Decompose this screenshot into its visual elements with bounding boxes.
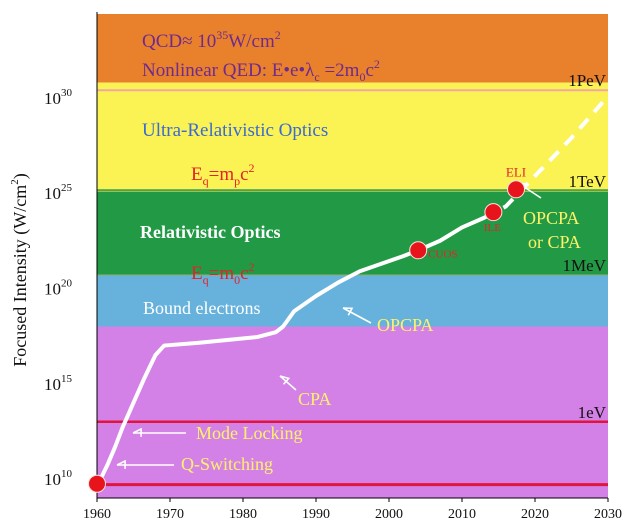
y-axis-title-main: Focused Intensity (W/cm — [10, 185, 31, 367]
y-tick-mantissa: 10 — [44, 470, 61, 489]
cpa-label: CPA — [298, 389, 331, 409]
y-tick-exponent: 15 — [61, 373, 73, 385]
eq-electron: Eq=m0c2 — [191, 260, 255, 287]
points-layer — [88, 180, 526, 493]
x-tick-label: 2000 — [375, 507, 403, 522]
x-tick-label: 2010 — [448, 507, 476, 522]
opcpa-label: OPCPA — [377, 315, 433, 335]
y-axis-title-close: ) — [10, 173, 31, 179]
q-switching-arrow-head — [116, 459, 126, 469]
qed-text: Nonlinear QED: E•e•λc =2m0c2 — [142, 57, 380, 84]
y-tick-mantissa: 10 — [44, 279, 61, 298]
series-layer — [98, 96, 609, 481]
eq-proton: Eq=mpc2 — [191, 161, 255, 188]
x-tick-label: 2020 — [521, 507, 549, 522]
y-axis-title: Focused Intensity (W/cm2) — [9, 173, 31, 366]
energy-label: 1MeV — [563, 256, 607, 275]
annotations: QCD≈ 1035W/cm2 Nonlinear QED: E•e•λc =2m0… — [116, 28, 581, 474]
y-tick-label: 1015 — [44, 373, 73, 394]
point-labels: CUOS ILE ELI — [428, 164, 526, 260]
relativistic-label: Relativistic Optics — [140, 222, 280, 242]
x-tick-label: 1990 — [302, 507, 330, 522]
intensity-line — [98, 215, 486, 481]
y-tick-exponent: 25 — [61, 182, 73, 194]
intensity-regions — [97, 14, 608, 498]
y-tick-label: 1010 — [44, 468, 73, 489]
y-tick-mantissa: 10 — [44, 89, 61, 108]
x-tick-label: 1980 — [229, 507, 257, 522]
q-switching-label: Q-Switching — [181, 454, 273, 474]
axes: 1960 1970 1980 1990 2000 2010 2020 203010101015… — [9, 12, 622, 522]
bound-electrons-label: Bound electrons — [143, 298, 260, 318]
region-band — [97, 326, 608, 498]
mode-locking-arrow-head — [132, 427, 142, 437]
opcpa-or-cpa-line2: or CPA — [528, 232, 581, 252]
y-tick-mantissa: 10 — [44, 184, 61, 203]
qcd-text: QCD≈ 1035W/cm2 — [142, 28, 281, 52]
region-band — [97, 189, 608, 276]
energy-label: 1TeV — [568, 172, 606, 191]
y-tick-mantissa: 10 — [44, 375, 61, 394]
y-tick-label: 1030 — [44, 87, 73, 108]
energy-lines: 1PeV 1TeV 1MeV 1eV — [97, 71, 608, 487]
x-tick-label: 2030 — [594, 507, 622, 522]
point-ile — [484, 203, 503, 222]
ultra-relativistic-label: Ultra-Relativistic Optics — [142, 120, 328, 141]
mode-locking-label: Mode Locking — [196, 423, 302, 443]
opcpa-or-cpa-line1: OPCPA — [523, 208, 579, 228]
y-tick-exponent: 30 — [61, 87, 73, 99]
x-tick-label: 1960 — [83, 507, 111, 522]
cpa-arrow-head — [279, 375, 291, 385]
y-tick-label: 1025 — [44, 182, 73, 203]
y-tick-exponent: 20 — [61, 277, 73, 289]
point-eli — [507, 180, 526, 199]
y-tick-exponent: 10 — [61, 468, 73, 480]
energy-label: 1PeV — [568, 71, 607, 90]
region-band — [97, 275, 608, 327]
point-label-cuos: CUOS — [428, 248, 457, 260]
projection-line — [482, 96, 609, 220]
opcpa-arrow — [342, 307, 372, 324]
cpa-arrow — [279, 375, 297, 391]
x-tick-label: 1970 — [156, 507, 184, 522]
y-tick-label: 1020 — [44, 277, 73, 298]
point-cuos — [409, 241, 428, 260]
opcpa-arrow-head — [342, 307, 354, 316]
region-band — [97, 82, 608, 190]
point-origin — [88, 474, 106, 493]
region-band — [97, 14, 608, 83]
energy-label: 1eV — [578, 403, 607, 422]
point-label-ile: ILE — [484, 222, 501, 234]
y-axis-title-exp: 2 — [9, 179, 21, 185]
point-label-eli: ELI — [506, 164, 526, 179]
